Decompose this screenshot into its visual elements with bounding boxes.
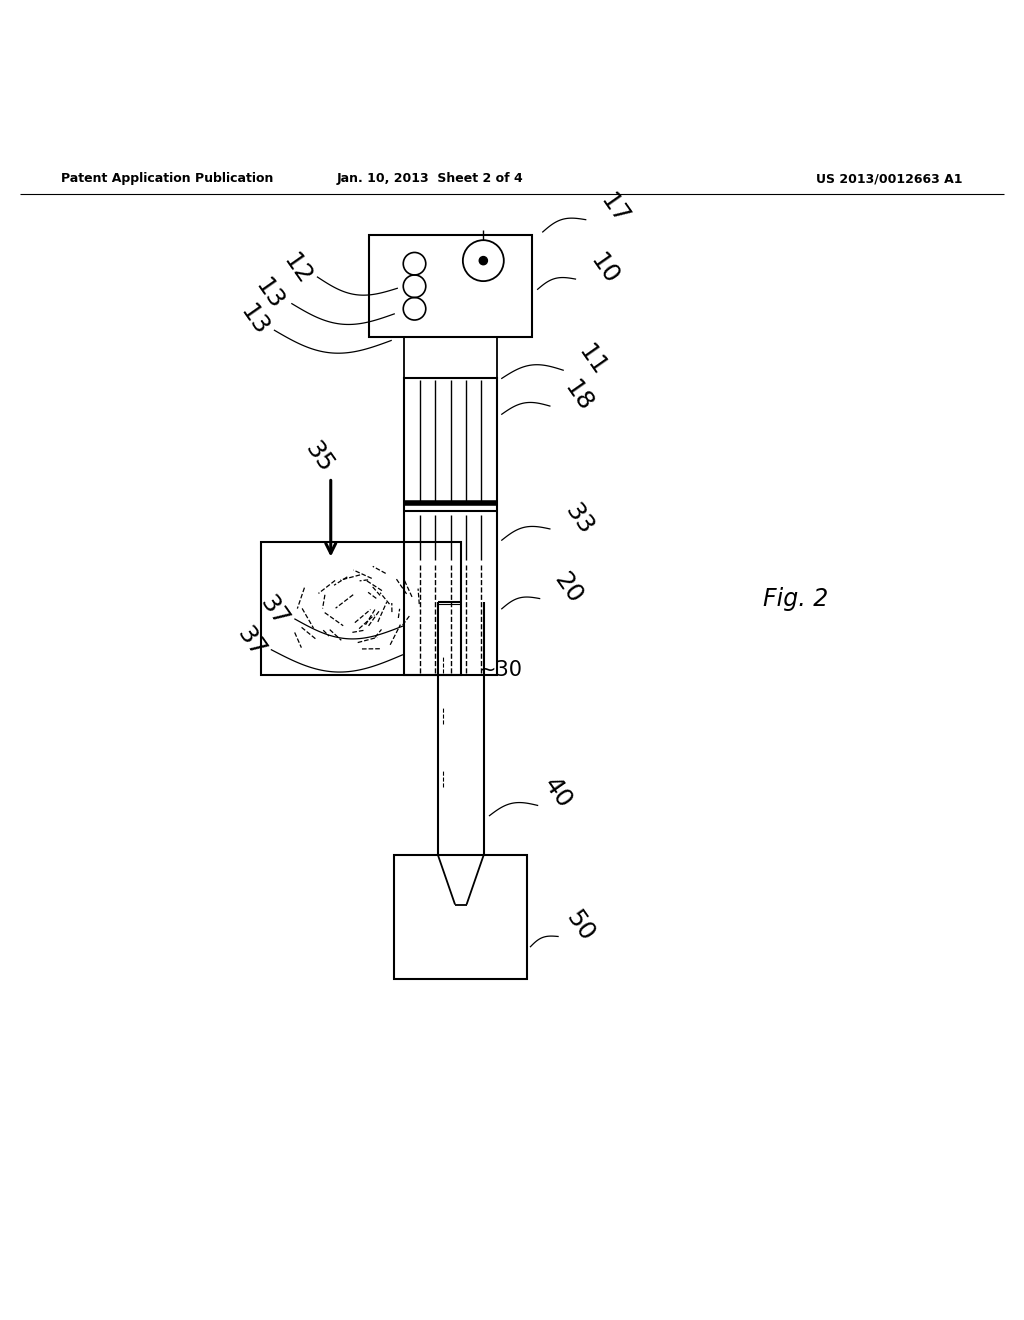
Text: 10: 10	[586, 249, 623, 289]
Circle shape	[479, 256, 487, 265]
Text: 18: 18	[559, 376, 598, 416]
Bar	[404, 338, 497, 379]
Text: 11: 11	[573, 341, 610, 380]
Text: 33: 33	[560, 499, 597, 539]
Text: Patent Application Publication: Patent Application Publication	[61, 172, 273, 185]
Bar	[261, 543, 461, 676]
Text: 50: 50	[561, 907, 598, 946]
Text: 13: 13	[236, 300, 272, 341]
Bar	[394, 854, 527, 979]
Bar	[404, 379, 497, 676]
Text: ~30: ~30	[479, 660, 523, 680]
Text: 12: 12	[278, 249, 316, 289]
Text: US 2013/0012663 A1: US 2013/0012663 A1	[816, 172, 963, 185]
Bar	[369, 235, 532, 338]
Text: 35: 35	[300, 437, 337, 477]
Text: Fig. 2: Fig. 2	[763, 586, 828, 611]
Text: 17: 17	[596, 190, 633, 230]
Text: 37: 37	[256, 591, 293, 631]
Text: 37: 37	[232, 622, 269, 661]
Text: 13: 13	[251, 275, 288, 314]
Text: 20: 20	[549, 569, 588, 609]
Text: Jan. 10, 2013  Sheet 2 of 4: Jan. 10, 2013 Sheet 2 of 4	[337, 172, 523, 185]
Text: 40: 40	[539, 774, 578, 813]
